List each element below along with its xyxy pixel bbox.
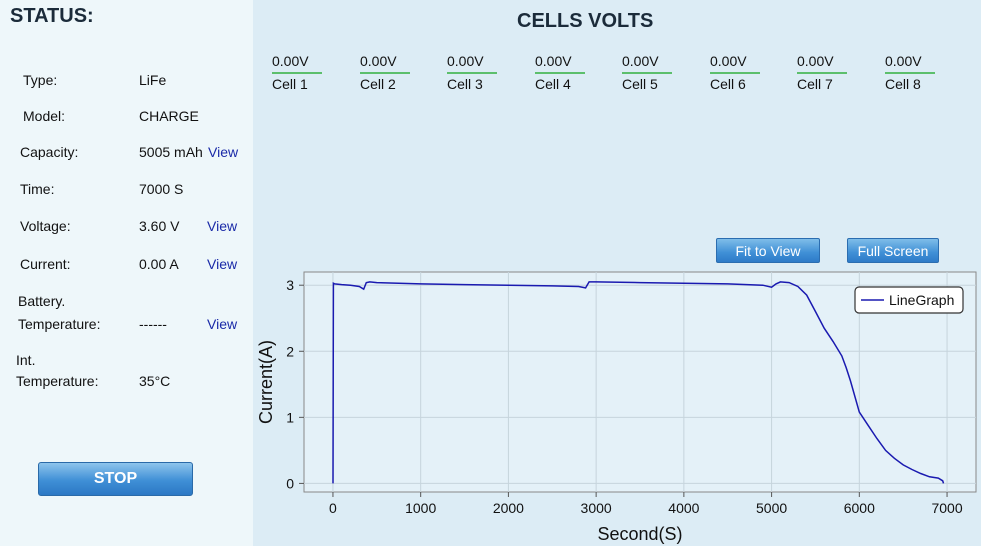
cell-voltage: 0.00V	[272, 53, 309, 69]
cell-underline	[535, 72, 585, 74]
y-tick-label: 3	[286, 277, 294, 293]
series-line	[332, 281, 945, 484]
model-label: Model:	[23, 108, 66, 124]
capacity-value: 5005 mAh	[139, 144, 203, 160]
current-label: Current:	[20, 256, 71, 272]
legend-box	[854, 286, 964, 314]
axes: 0 1000 2000 3000 4000 5000 6000 7000 0 1 2 3	[286, 277, 963, 516]
cell-name: Cell 6	[710, 76, 746, 92]
cell-underline	[272, 72, 322, 74]
cell-4: 0.00V Cell 4	[535, 53, 585, 92]
int-temp-label-line2: Temperature:	[16, 373, 99, 389]
cell-name: Cell 3	[447, 76, 483, 92]
voltage-view-link[interactable]: View	[207, 218, 238, 234]
cell-underline	[622, 72, 672, 74]
cell-7: 0.00V Cell 7	[797, 53, 847, 92]
y-tick-label: 2	[286, 343, 294, 359]
stop-button[interactable]: STOP	[38, 462, 193, 496]
battery-temp-view-link[interactable]: View	[207, 316, 238, 332]
voltage-value: 3.60 V	[139, 218, 180, 234]
cell-voltage: 0.00V	[360, 53, 397, 69]
cell-8: 0.00V Cell 8	[885, 53, 935, 92]
y-tick-label: 0	[286, 475, 294, 491]
cell-name: Cell 4	[535, 76, 571, 92]
legend: LineGraph	[854, 286, 964, 314]
cell-voltage: 0.00V	[622, 53, 659, 69]
cell-underline	[447, 72, 497, 74]
status-panel: STATUS: Type: LiFe Model: CHARGE Capacit…	[0, 0, 253, 546]
cell-2: 0.00V Cell 2	[360, 53, 410, 92]
cell-underline	[885, 72, 935, 74]
y-tick-label: 1	[286, 409, 294, 425]
int-temp-label-line1: Int.	[16, 352, 36, 368]
fit-to-view-button[interactable]: Fit to View	[716, 238, 820, 263]
x-tick-label: 3000	[581, 500, 612, 516]
cell-voltage: 0.00V	[535, 53, 572, 69]
status-title: STATUS:	[10, 5, 94, 27]
cell-underline	[710, 72, 760, 74]
cell-voltage: 0.00V	[447, 53, 484, 69]
int-temp-value: 35°C	[139, 373, 171, 389]
main-panel: CELLS VOLTS 0.00V Cell 1 0.00V Cell 2 0.…	[253, 0, 981, 546]
battery-temp-value: ------	[139, 316, 167, 332]
legend-label: LineGraph	[889, 292, 954, 308]
x-axis-label: Second(S)	[597, 524, 682, 544]
current-view-link[interactable]: View	[207, 256, 238, 272]
type-value: LiFe	[139, 72, 167, 88]
cell-name: Cell 8	[885, 76, 921, 92]
time-label: Time:	[20, 181, 55, 197]
cell-1: 0.00V Cell 1	[272, 53, 322, 92]
cell-voltage: 0.00V	[710, 53, 747, 69]
current-value: 0.00 A	[139, 256, 179, 272]
cells-volts-title: CELLS VOLTS	[517, 10, 654, 32]
cell-voltage: 0.00V	[797, 53, 834, 69]
cell-underline	[797, 72, 847, 74]
battery-temp-label-line1: Battery.	[18, 293, 66, 309]
cell-3: 0.00V Cell 3	[447, 53, 497, 92]
cell-name: Cell 5	[622, 76, 658, 92]
cell-name: Cell 1	[272, 76, 308, 92]
x-tick-label: 1000	[405, 500, 436, 516]
full-screen-button[interactable]: Full Screen	[847, 238, 939, 263]
cell-underline	[360, 72, 410, 74]
x-tick-label: 6000	[844, 500, 875, 516]
model-value: CHARGE	[139, 108, 199, 124]
x-tick-label: 7000	[931, 500, 962, 516]
capacity-view-link[interactable]: View	[208, 144, 239, 160]
capacity-label: Capacity:	[20, 144, 79, 160]
time-value: 7000 S	[139, 181, 184, 197]
cell-6: 0.00V Cell 6	[710, 53, 760, 92]
cell-name: Cell 7	[797, 76, 833, 92]
battery-temp-label-line2: Temperature:	[18, 316, 101, 332]
cell-5: 0.00V Cell 5	[622, 53, 672, 92]
cell-name: Cell 2	[360, 76, 396, 92]
type-label: Type:	[23, 72, 58, 88]
y-axis-label: Current(A)	[256, 340, 276, 424]
cell-voltage: 0.00V	[885, 53, 922, 69]
x-tick-label: 2000	[493, 500, 524, 516]
x-tick-label: 0	[329, 500, 337, 516]
voltage-label: Voltage:	[20, 218, 71, 234]
x-tick-label: 4000	[668, 500, 699, 516]
x-tick-label: 5000	[756, 500, 787, 516]
